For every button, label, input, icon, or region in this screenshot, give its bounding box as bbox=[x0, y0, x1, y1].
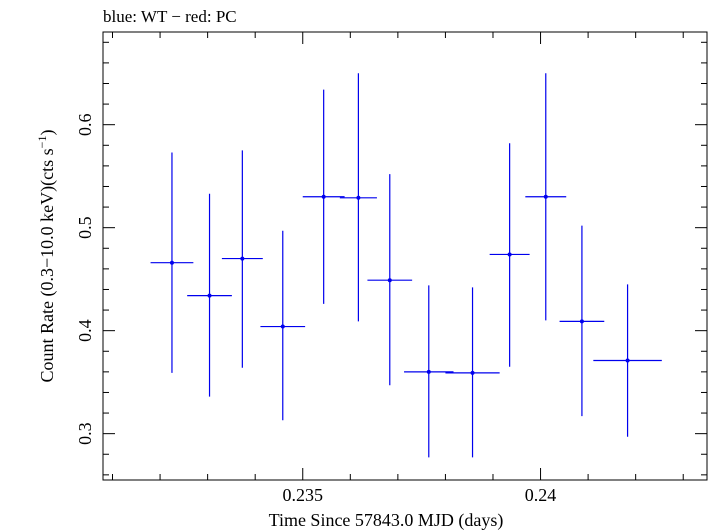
data-point bbox=[302, 89, 345, 304]
data-point bbox=[404, 285, 454, 458]
x-tick-label: 0.24 bbox=[525, 485, 557, 505]
y-axis-title-superscript: −1 bbox=[35, 136, 49, 149]
y-axis: 0.3 0.4 0.5 0.6 bbox=[75, 41, 707, 476]
data-point bbox=[221, 150, 263, 368]
point-marker bbox=[625, 358, 630, 363]
data-point bbox=[489, 143, 530, 367]
x-axis-title: Time Since 57843.0 MJD (days) bbox=[269, 510, 504, 531]
data-point bbox=[559, 225, 605, 417]
point-marker bbox=[387, 278, 392, 283]
data-point bbox=[445, 287, 500, 458]
data-series bbox=[150, 73, 662, 458]
point-marker bbox=[280, 324, 285, 329]
y-tick-label: 0.6 bbox=[75, 113, 95, 136]
point-marker bbox=[579, 319, 584, 324]
data-point bbox=[260, 230, 306, 421]
y-tick-label: 0.3 bbox=[75, 422, 95, 445]
point-marker bbox=[543, 194, 548, 199]
y-tick-label: 0.5 bbox=[75, 216, 95, 239]
data-point bbox=[525, 73, 567, 321]
data-point bbox=[150, 152, 194, 373]
y-axis-title-close: ) bbox=[37, 130, 58, 136]
point-marker bbox=[356, 195, 361, 200]
data-point bbox=[593, 284, 662, 437]
data-point bbox=[339, 73, 377, 322]
point-marker bbox=[507, 252, 512, 257]
point-marker bbox=[240, 256, 245, 261]
point-marker bbox=[207, 293, 212, 298]
y-axis-title-main: Count Rate (0.3−10.0 keV)(cts s bbox=[37, 148, 58, 382]
chart-title: blue: WT − red: PC bbox=[103, 7, 237, 26]
data-point bbox=[367, 174, 413, 386]
plot-frame bbox=[102, 31, 708, 481]
x-tick-label: 0.235 bbox=[282, 485, 323, 505]
y-axis-title: Count Rate (0.3−10.0 keV)(cts s−1) bbox=[35, 130, 58, 383]
point-marker bbox=[470, 370, 475, 375]
data-point bbox=[187, 193, 232, 397]
point-marker bbox=[426, 369, 431, 374]
y-tick-label: 0.4 bbox=[75, 319, 95, 342]
point-marker bbox=[169, 260, 174, 265]
x-axis: 0.235 0.24 bbox=[112, 32, 684, 505]
point-marker bbox=[321, 194, 326, 199]
